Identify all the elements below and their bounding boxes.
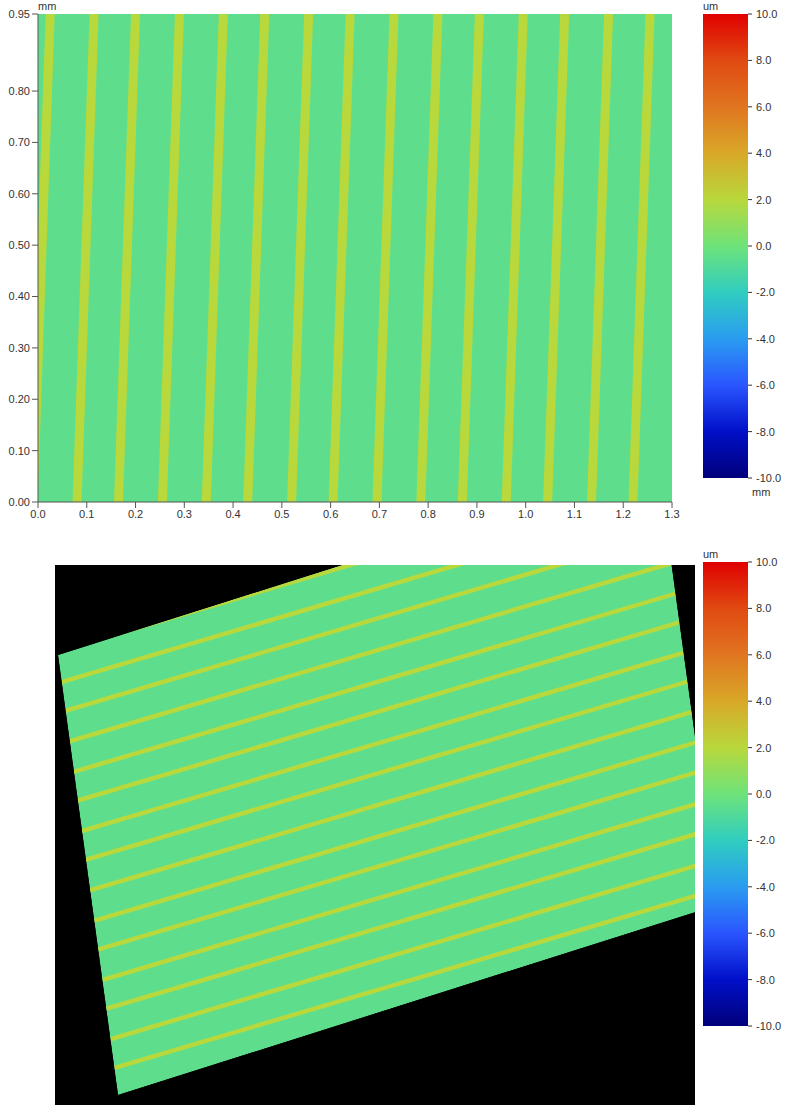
svg-text:2.0: 2.0: [756, 194, 771, 206]
svg-text:8.0: 8.0: [756, 54, 771, 66]
svg-text:0.50: 0.50: [9, 239, 30, 251]
svg-text:0.3: 0.3: [177, 508, 192, 520]
svg-text:um: um: [703, 0, 718, 12]
svg-text:-2.0: -2.0: [756, 834, 775, 846]
svg-text:0.9: 0.9: [469, 508, 484, 520]
svg-text:0.40: 0.40: [9, 290, 30, 302]
svg-text:10.0: 10.0: [756, 556, 777, 568]
svg-text:0.60: 0.60: [9, 188, 30, 200]
svg-text:1.3: 1.3: [664, 508, 679, 520]
svg-text:0.6: 0.6: [323, 508, 338, 520]
svg-text:-8.0: -8.0: [756, 426, 775, 438]
svg-text:6.0: 6.0: [756, 649, 771, 661]
svg-text:0.5: 0.5: [274, 508, 289, 520]
svg-text:4.0: 4.0: [756, 695, 771, 707]
svg-text:1.1: 1.1: [567, 508, 582, 520]
svg-text:10.0: 10.0: [756, 8, 777, 20]
svg-text:0.20: 0.20: [9, 393, 30, 405]
svg-text:0.95: 0.95: [9, 8, 30, 20]
svg-text:0.10: 0.10: [9, 445, 30, 457]
svg-text:0.80: 0.80: [9, 85, 30, 97]
svg-text:0.70: 0.70: [9, 136, 30, 148]
svg-text:-4.0: -4.0: [756, 333, 775, 345]
svg-text:8.0: 8.0: [756, 602, 771, 614]
svg-text:0.7: 0.7: [372, 508, 387, 520]
svg-text:-6.0: -6.0: [756, 927, 775, 939]
svg-text:0.0: 0.0: [30, 508, 45, 520]
svg-text:0.00: 0.00: [9, 496, 30, 508]
svg-text:0.8: 0.8: [421, 508, 436, 520]
svg-text:0.4: 0.4: [225, 508, 240, 520]
svg-text:um: um: [703, 548, 718, 560]
svg-text:-10.0: -10.0: [756, 1020, 781, 1032]
svg-text:6.0: 6.0: [756, 101, 771, 113]
html-text:mm: mm: [38, 0, 57, 12]
svg-text:-8.0: -8.0: [756, 974, 775, 986]
svg-text:4.0: 4.0: [756, 147, 771, 159]
svg-text:-2.0: -2.0: [756, 286, 775, 298]
svg-text:-10.0: -10.0: [756, 472, 781, 484]
html-text:mm: mm: [752, 486, 771, 498]
svg-text:1.0: 1.0: [518, 508, 533, 520]
svg-text:1.2: 1.2: [616, 508, 631, 520]
svg-text:-6.0: -6.0: [756, 379, 775, 391]
svg-text:-4.0: -4.0: [756, 881, 775, 893]
svg-text:2.0: 2.0: [756, 742, 771, 754]
svg-text:0.2: 0.2: [128, 508, 143, 520]
svg-text:0.30: 0.30: [9, 342, 30, 354]
svg-text:0.0: 0.0: [756, 788, 771, 800]
svg-text:0.1: 0.1: [79, 508, 94, 520]
svg-text:0.0: 0.0: [756, 240, 771, 252]
